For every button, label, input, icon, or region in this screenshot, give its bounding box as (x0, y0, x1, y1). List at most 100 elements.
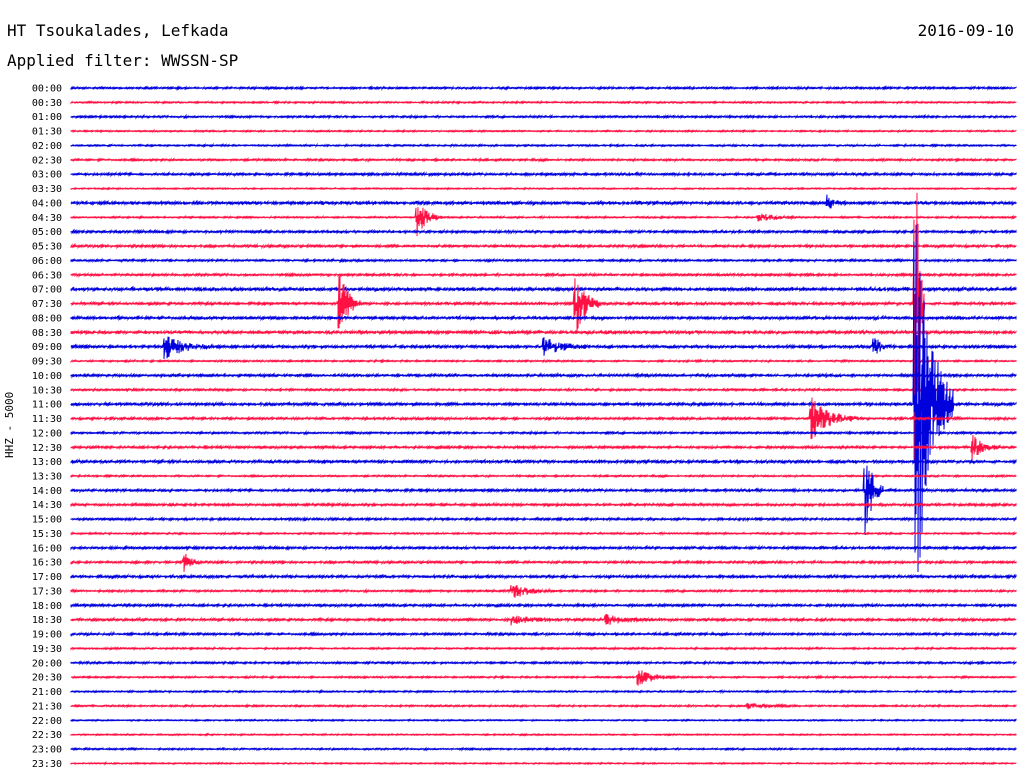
time-label: 02:00 (32, 141, 62, 152)
trace-0330 (70, 186, 1017, 191)
time-label: 22:00 (32, 716, 62, 727)
time-label: 12:30 (32, 443, 62, 454)
time-label: 07:00 (32, 285, 62, 296)
time-label: 19:30 (32, 644, 62, 655)
trace-0030 (70, 99, 1017, 106)
time-label: 01:30 (32, 127, 62, 138)
time-label: 06:00 (32, 256, 62, 267)
trace-1130 (70, 397, 1017, 440)
time-label: 00:30 (32, 98, 62, 109)
time-label: 11:00 (32, 400, 62, 411)
trace-2230 (70, 732, 1017, 737)
trace-0500 (70, 228, 1017, 235)
trace-0800 (70, 314, 1017, 322)
trace-0530 (70, 242, 1017, 250)
time-label: 16:00 (32, 543, 62, 554)
filter-label: Applied filter: (7, 51, 152, 70)
trace-1800 (70, 602, 1017, 609)
time-label: 21:30 (32, 701, 62, 712)
filter-name: WWSSN-SP (161, 51, 239, 70)
time-label: 01:00 (32, 112, 62, 123)
time-label: 13:30 (32, 472, 62, 483)
trace-1500 (70, 515, 1017, 523)
trace-0100 (70, 113, 1017, 120)
time-label: 21:00 (32, 687, 62, 698)
time-label-group: 00:00 00:30 01:00 01:30 02:00 02:30 03:00 03:30… (32, 84, 62, 770)
trace-1630 (70, 553, 1017, 572)
station-title: HT Tsoukalades, Lefkada (7, 21, 229, 40)
trace-1700 (70, 573, 1017, 581)
trace-1330 (70, 473, 1017, 479)
time-label: 11:30 (32, 414, 62, 425)
trace-1200 (70, 429, 1017, 436)
trace-2200 (70, 718, 1017, 723)
time-label: 02:30 (32, 155, 62, 166)
time-label: 18:30 (32, 615, 62, 626)
time-label: 05:30 (32, 242, 62, 253)
time-label: 08:00 (32, 313, 62, 324)
time-label: 22:30 (32, 730, 62, 741)
time-label: 19:00 (32, 630, 62, 641)
time-label: 03:30 (32, 184, 62, 195)
trace-1030 (70, 386, 1017, 393)
time-label: 15:30 (32, 529, 62, 540)
trace-1400 (70, 465, 1017, 535)
trace-0130 (70, 128, 1017, 134)
trace-0600 (70, 257, 1017, 264)
trace-2300 (70, 746, 1017, 752)
time-label: 10:00 (32, 371, 62, 382)
trace-1100 (70, 224, 1017, 573)
time-label: 16:30 (32, 558, 62, 569)
time-label: 07:30 (32, 299, 62, 310)
time-label: 17:30 (32, 587, 62, 598)
trace-2130 (70, 702, 1017, 710)
trace-1900 (70, 630, 1017, 638)
time-label: 12:00 (32, 428, 62, 439)
trace-1000 (70, 371, 1017, 379)
trace-1930 (70, 645, 1017, 652)
trace-group (70, 85, 1017, 766)
time-label: 20:30 (32, 673, 62, 684)
time-label: 18:00 (32, 601, 62, 612)
trace-1230 (70, 434, 1017, 462)
time-label: 20:00 (32, 658, 62, 669)
trace-0900 (70, 336, 1017, 359)
time-label: 15:00 (32, 515, 62, 526)
trace-2100 (70, 688, 1017, 695)
time-label: 04:00 (32, 199, 62, 210)
trace-0700 (70, 285, 1017, 293)
trace-1730 (70, 584, 1017, 598)
trace-1430 (70, 501, 1017, 509)
time-label: 05:00 (32, 227, 62, 238)
trace-0730 (70, 192, 1017, 464)
time-label: 03:00 (32, 170, 62, 181)
filter-line: Applied filter: WWSSN-SP (7, 52, 238, 70)
time-label: 08:30 (32, 328, 62, 339)
date-label: 2016-09-10 (917, 21, 1014, 40)
time-label: 23:30 (32, 759, 62, 770)
trace-0830 (70, 328, 1017, 336)
time-label: 13:00 (32, 457, 62, 468)
time-label: 04:30 (32, 213, 62, 224)
trace-1830 (70, 614, 1017, 626)
trace-0630 (70, 271, 1017, 279)
trace-2330 (70, 760, 1017, 766)
time-label: 06:30 (32, 270, 62, 281)
time-label: 14:00 (32, 486, 62, 497)
time-label: 09:30 (32, 357, 62, 368)
trace-0000 (70, 85, 1017, 92)
trace-0430 (70, 207, 1017, 237)
time-label: 09:00 (32, 342, 62, 353)
time-label: 23:00 (32, 745, 62, 756)
trace-0400 (70, 194, 1017, 209)
trace-0230 (70, 156, 1017, 163)
time-label: 14:30 (32, 500, 62, 511)
trace-2000 (70, 659, 1017, 666)
trace-0200 (70, 142, 1017, 149)
trace-0930 (70, 358, 1017, 364)
trace-1530 (70, 530, 1017, 537)
time-label: 10:30 (32, 385, 62, 396)
time-label: 17:00 (32, 572, 62, 583)
trace-1300 (70, 458, 1017, 466)
